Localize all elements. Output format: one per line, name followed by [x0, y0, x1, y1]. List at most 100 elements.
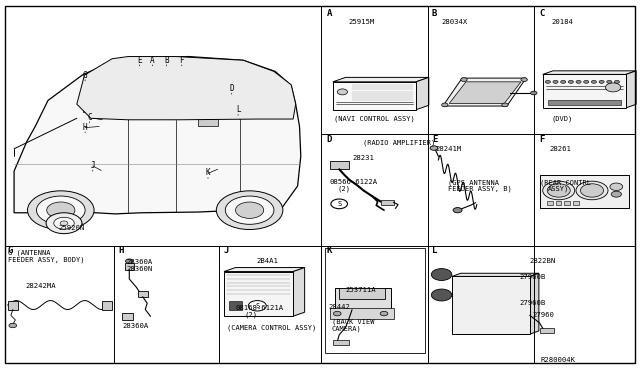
Text: 28241M: 28241M — [435, 146, 461, 152]
Circle shape — [521, 78, 527, 81]
Text: J: J — [224, 246, 229, 255]
Text: (2): (2) — [244, 311, 258, 318]
Text: G (ANTENNA: G (ANTENNA — [8, 250, 50, 256]
Circle shape — [610, 183, 623, 190]
Bar — [198, 119, 218, 126]
Circle shape — [60, 221, 68, 225]
Text: 08168-6121A: 08168-6121A — [236, 305, 284, 311]
Bar — [229, 301, 242, 310]
Bar — [452, 276, 530, 334]
Text: B: B — [164, 56, 169, 65]
Bar — [102, 301, 112, 310]
Text: R280004K: R280004K — [541, 357, 576, 363]
Circle shape — [331, 199, 348, 209]
Circle shape — [431, 289, 452, 301]
Circle shape — [614, 80, 620, 83]
Polygon shape — [452, 273, 539, 276]
Text: C: C — [539, 9, 544, 18]
Circle shape — [431, 269, 452, 280]
Text: 253711A: 253711A — [346, 287, 376, 293]
Text: A: A — [150, 56, 155, 65]
Text: (GPS ANTENNA: (GPS ANTENNA — [448, 179, 499, 186]
Text: L: L — [432, 246, 437, 255]
Circle shape — [225, 196, 274, 224]
Circle shape — [380, 311, 388, 316]
Circle shape — [46, 213, 82, 234]
Circle shape — [442, 103, 448, 107]
Polygon shape — [449, 82, 521, 103]
Bar — [573, 201, 579, 205]
Text: H: H — [118, 246, 124, 255]
Text: (RADIO AMPLIFIER): (RADIO AMPLIFIER) — [363, 140, 435, 147]
Text: 25920N: 25920N — [59, 225, 85, 231]
Text: FEEDER ASSY, BODY): FEEDER ASSY, BODY) — [8, 256, 84, 263]
Text: 2822BN: 2822BN — [530, 258, 556, 264]
Text: E: E — [432, 135, 437, 144]
Bar — [83, 100, 122, 112]
Bar — [125, 263, 134, 270]
Bar — [335, 288, 391, 310]
Polygon shape — [530, 273, 539, 334]
Bar — [547, 201, 553, 205]
Bar — [330, 161, 349, 169]
Text: 28034X: 28034X — [442, 19, 468, 25]
Bar — [122, 313, 133, 320]
Bar — [556, 201, 561, 205]
Text: K: K — [205, 169, 211, 177]
Text: J: J — [90, 161, 95, 170]
Text: F: F — [179, 56, 184, 65]
Circle shape — [333, 311, 341, 316]
Circle shape — [576, 181, 608, 200]
Circle shape — [584, 80, 589, 83]
Text: S: S — [255, 303, 259, 309]
Bar — [330, 308, 394, 319]
Circle shape — [545, 80, 550, 83]
Text: C: C — [87, 113, 92, 122]
Circle shape — [607, 80, 612, 83]
Text: K: K — [326, 246, 332, 255]
Text: H: H — [83, 123, 88, 132]
Bar — [325, 248, 425, 353]
Circle shape — [605, 83, 621, 92]
Circle shape — [543, 181, 575, 200]
Bar — [548, 100, 621, 105]
Text: 28442: 28442 — [328, 304, 350, 310]
Text: 28261: 28261 — [549, 146, 571, 152]
Circle shape — [599, 80, 604, 83]
Polygon shape — [77, 57, 296, 120]
Text: (CAMERA CONTROL ASSY): (CAMERA CONTROL ASSY) — [227, 324, 316, 331]
Bar — [333, 82, 416, 110]
Polygon shape — [443, 78, 526, 106]
Text: 08566-6122A: 08566-6122A — [330, 179, 378, 185]
Text: (2): (2) — [338, 186, 351, 192]
Text: L: L — [236, 105, 241, 114]
Text: 28242MA: 28242MA — [26, 283, 56, 289]
Text: 28360A: 28360A — [123, 323, 149, 328]
Polygon shape — [14, 57, 301, 214]
Text: 20184: 20184 — [552, 19, 573, 25]
Polygon shape — [626, 71, 636, 108]
Bar — [8, 301, 18, 310]
Text: CAMERA): CAMERA) — [332, 325, 361, 332]
Circle shape — [502, 103, 508, 107]
Bar — [333, 340, 349, 345]
Text: (BACK VIEW: (BACK VIEW — [332, 318, 374, 325]
Circle shape — [9, 323, 17, 328]
Text: ASSY): ASSY) — [548, 186, 569, 192]
Polygon shape — [416, 77, 429, 110]
Circle shape — [453, 208, 462, 213]
Bar — [138, 97, 166, 108]
Text: (REAR CONTRL: (REAR CONTRL — [540, 179, 591, 186]
Text: 28360N: 28360N — [127, 266, 153, 272]
Circle shape — [547, 184, 570, 197]
Circle shape — [36, 196, 85, 224]
Bar — [138, 291, 148, 297]
Text: A: A — [326, 9, 332, 18]
Text: B: B — [432, 9, 437, 18]
Bar — [381, 200, 394, 205]
Polygon shape — [293, 267, 305, 316]
Text: (NAVI CONTROL ASSY): (NAVI CONTROL ASSY) — [334, 116, 415, 122]
Circle shape — [461, 78, 467, 81]
Circle shape — [531, 91, 537, 95]
Text: 2B4A1: 2B4A1 — [256, 258, 278, 264]
